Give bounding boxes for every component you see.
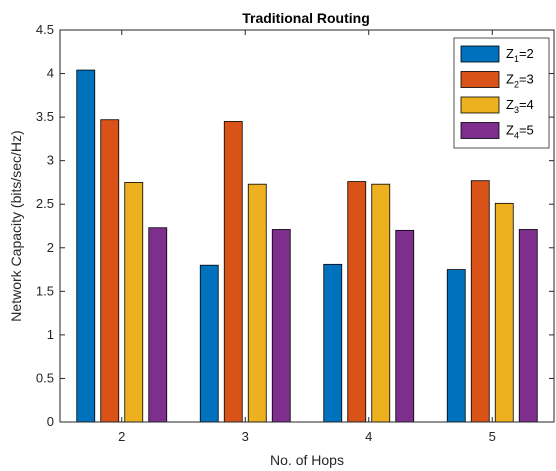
y-tick-label: 3 bbox=[47, 153, 54, 168]
y-tick-label: 3.5 bbox=[36, 109, 54, 124]
legend-label-main: Z bbox=[506, 123, 514, 138]
plot-frame bbox=[59, 29, 555, 423]
legend-label-subscript: 1 bbox=[514, 54, 519, 64]
x-tick-label: 2 bbox=[118, 429, 125, 444]
legend-label-1: Z1=2 bbox=[506, 46, 534, 64]
bar-hops-2-series-1 bbox=[76, 69, 96, 423]
y-tick-label: 0.5 bbox=[36, 370, 54, 385]
legend-label-subscript: 4 bbox=[514, 131, 519, 141]
legend-swatch-1 bbox=[460, 45, 500, 63]
legend-label-subscript: 2 bbox=[514, 80, 519, 90]
legend-label-subscript: 3 bbox=[514, 105, 519, 115]
legend-label-main: Z bbox=[506, 72, 514, 87]
x-axis-label: No. of Hops bbox=[270, 452, 344, 468]
bars-group bbox=[76, 69, 538, 423]
legend-label-main: Z bbox=[506, 46, 514, 61]
bar-hops-4-series-2 bbox=[347, 181, 367, 423]
y-tick-label: 2 bbox=[47, 240, 54, 255]
bar-hops-2-series-2 bbox=[100, 119, 120, 423]
chart-title: Traditional Routing bbox=[242, 10, 370, 26]
legend-label-tail: =5 bbox=[519, 123, 534, 138]
legend-label-tail: =2 bbox=[519, 46, 534, 61]
legend-label-2: Z2=3 bbox=[506, 72, 534, 90]
x-tick-label: 4 bbox=[365, 429, 372, 444]
bar-hops-3-series-1 bbox=[199, 264, 219, 423]
bar-hops-3-series-3 bbox=[247, 183, 267, 423]
x-tick-label: 3 bbox=[242, 429, 249, 444]
legend-swatch-4 bbox=[460, 122, 500, 139]
bar-hops-5-series-3 bbox=[494, 202, 514, 423]
legend-label-tail: =4 bbox=[519, 97, 534, 112]
bar-hops-5-series-1 bbox=[446, 269, 466, 423]
bar-hops-4-series-4 bbox=[395, 229, 415, 423]
bar-hops-5-series-2 bbox=[470, 180, 490, 423]
legend-label-main: Z bbox=[506, 97, 514, 112]
y-tick-label: 0 bbox=[47, 414, 54, 429]
y-tick-label: 2.5 bbox=[36, 196, 54, 211]
legend: Z1=2Z2=3Z3=4Z4=5 bbox=[453, 37, 550, 149]
bar-hops-5-series-4 bbox=[518, 229, 538, 423]
legend-swatch-3 bbox=[460, 96, 500, 114]
bar-hops-4-series-3 bbox=[371, 183, 391, 423]
bar-hops-2-series-3 bbox=[124, 182, 144, 423]
legend-swatch-2 bbox=[460, 71, 500, 88]
bar-hops-2-series-4 bbox=[148, 227, 168, 423]
bar-hops-3-series-2 bbox=[223, 121, 243, 423]
y-tick-label: 1 bbox=[47, 327, 54, 342]
legend-label-tail: =3 bbox=[519, 72, 534, 87]
x-tick-label: 5 bbox=[489, 429, 496, 444]
y-tick-label: 4.5 bbox=[36, 22, 54, 37]
bar-hops-3-series-4 bbox=[271, 229, 291, 423]
legend-label-4: Z4=5 bbox=[506, 123, 534, 141]
x-axis: 2 3 4 5 bbox=[118, 30, 496, 444]
bar-hops-4-series-1 bbox=[323, 263, 343, 423]
y-tick-label: 1.5 bbox=[36, 283, 54, 298]
y-tick-label: 4 bbox=[47, 66, 54, 81]
legend-label-3: Z3=4 bbox=[506, 97, 534, 115]
y-axis: 0 0.5 1 1.5 2 2.5 3 3.5 4 4.5 bbox=[36, 22, 554, 429]
y-axis-label: Network Capacity (bits/sec/Hz) bbox=[8, 130, 24, 321]
